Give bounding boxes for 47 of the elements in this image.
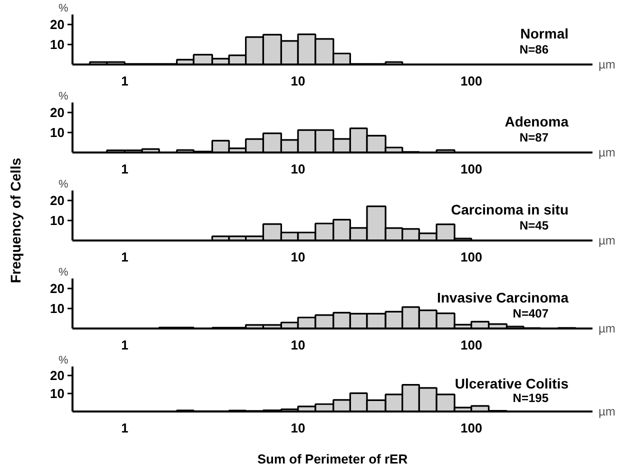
x-tick-label: 100 xyxy=(460,338,482,352)
text: µm xyxy=(598,146,616,160)
text: % xyxy=(58,266,68,278)
text: % xyxy=(58,2,68,14)
y-tick-label: 10 xyxy=(50,125,65,140)
y-tick-label: 20 xyxy=(50,17,65,32)
x-tick-label: 10 xyxy=(290,420,306,436)
x-tick-label: 1 xyxy=(121,420,128,436)
text: Ulcerative Colitis xyxy=(454,376,569,392)
x-axis-title: Sum of Perimeter of rER xyxy=(257,452,408,466)
y-tick-label: 20 xyxy=(50,368,65,383)
text: % xyxy=(58,178,68,190)
y-tick-label: 10 xyxy=(50,37,65,52)
text: µm xyxy=(598,322,616,336)
text: % xyxy=(58,354,68,366)
text: N=195 xyxy=(512,391,549,405)
y-tick-label: 20 xyxy=(50,193,65,208)
x-tick-label: 1 xyxy=(121,250,128,264)
x-tick-label: 100 xyxy=(460,420,482,436)
text: µm xyxy=(598,58,616,72)
x-tick-label: 1 xyxy=(121,74,128,88)
text: Normal xyxy=(520,26,568,42)
x-tick-label: 100 xyxy=(460,250,482,264)
x-tick-label: 100 xyxy=(460,162,482,176)
y-tick-label: 20 xyxy=(50,105,65,120)
text: Adenoma xyxy=(504,114,569,130)
text: N=407 xyxy=(512,306,549,320)
y-tick-label: 10 xyxy=(50,386,65,401)
text: µm xyxy=(598,234,616,248)
text: Carcinoma in situ xyxy=(451,202,568,218)
x-tick-label: 10 xyxy=(290,162,306,176)
x-tick-label: 10 xyxy=(290,250,306,264)
text: % xyxy=(58,90,68,102)
y-tick-label: 20 xyxy=(50,281,65,296)
x-tick-label: 10 xyxy=(290,74,306,88)
text: N=45 xyxy=(519,218,549,232)
y-axis-title: Frequency of Cells xyxy=(8,158,24,284)
x-tick-label: 1 xyxy=(121,162,128,176)
text: N=86 xyxy=(519,42,549,56)
y-tick-label: 10 xyxy=(50,213,65,228)
y-tick-label: 10 xyxy=(50,301,65,316)
text: N=87 xyxy=(519,130,549,144)
x-tick-label: 100 xyxy=(460,74,482,88)
x-tick-label: 10 xyxy=(290,338,306,352)
text: Invasive Carcinoma xyxy=(436,290,569,306)
text: µm xyxy=(598,404,616,418)
x-tick-label: 1 xyxy=(121,338,128,352)
